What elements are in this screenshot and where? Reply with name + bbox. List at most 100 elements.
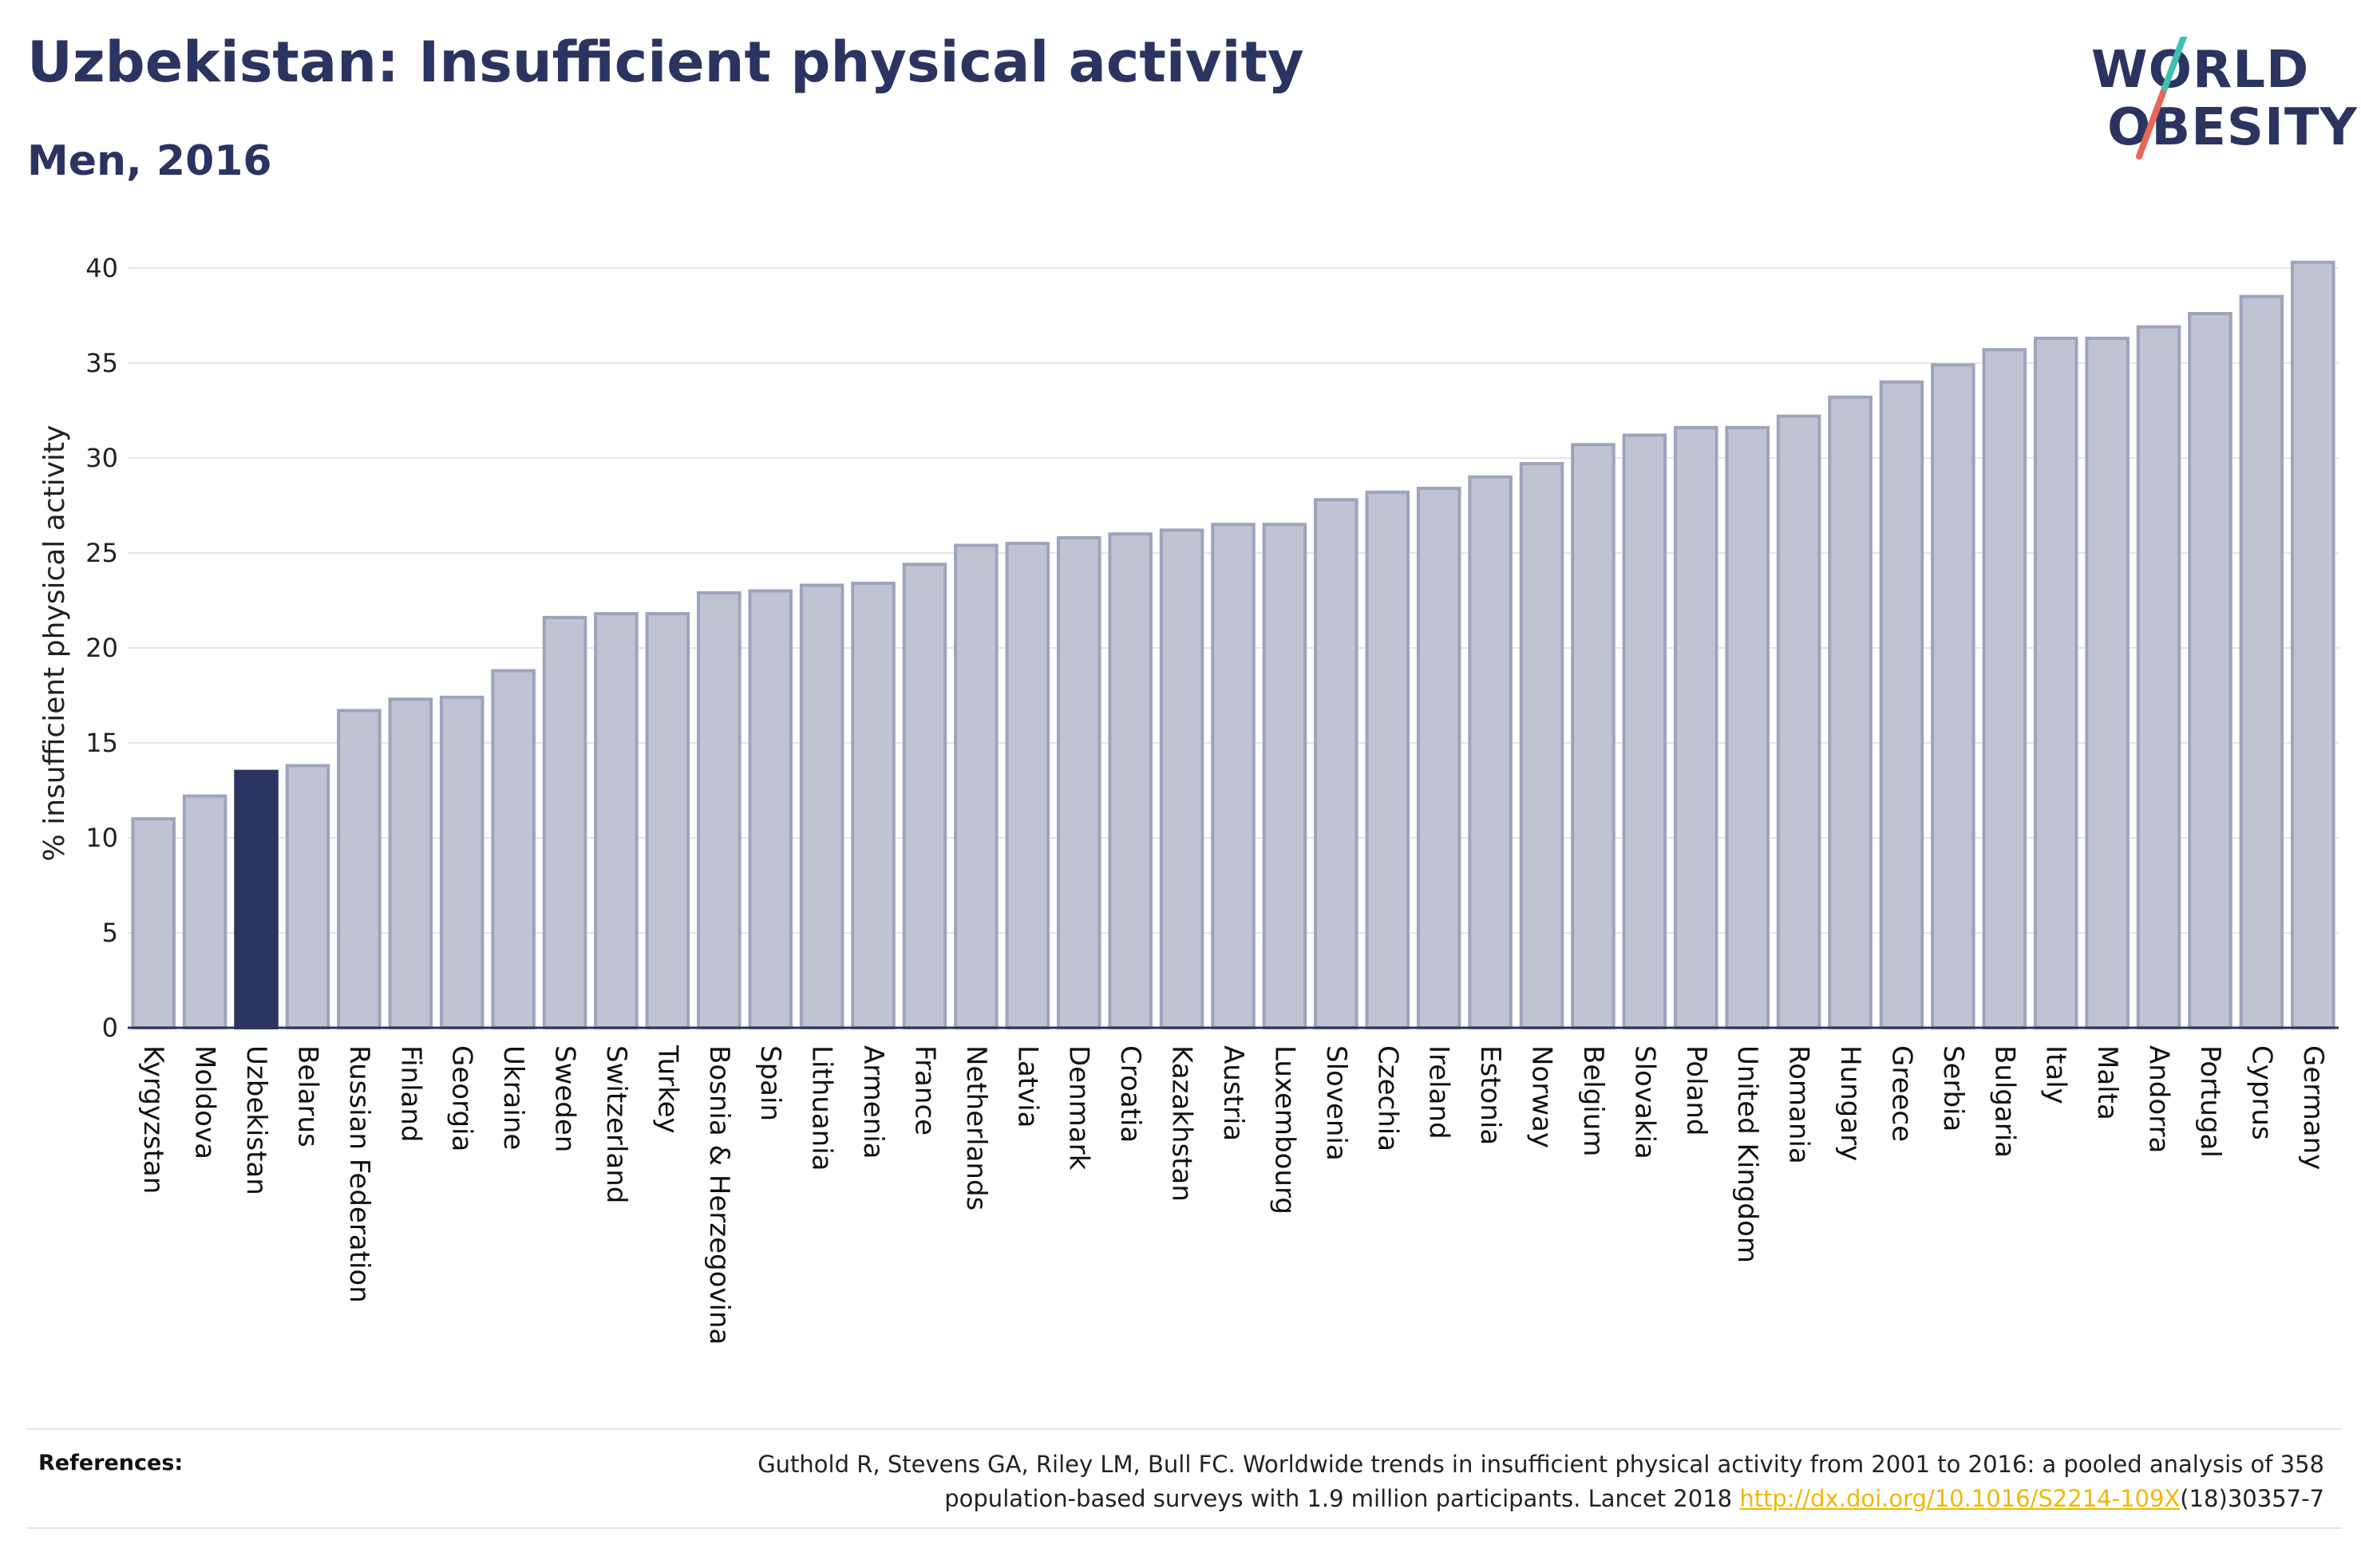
bar: [1674, 425, 1718, 1029]
x-tick-label: Austria: [1217, 1045, 1249, 1141]
reference-doi-link[interactable]: http://dx.doi.org/10.1016/S2214-109X: [1739, 1485, 2181, 1512]
x-tick-label: Germany: [2297, 1045, 2329, 1170]
x-tick-label: Russian Federation: [343, 1045, 375, 1303]
x-tick-label: Spain: [754, 1045, 786, 1121]
bar: [1211, 523, 1256, 1029]
bar: [1982, 348, 2027, 1030]
y-tick-label: 20: [85, 633, 118, 663]
bar: [2136, 325, 2181, 1029]
x-tick-label: Finland: [394, 1045, 426, 1143]
bar: [439, 695, 484, 1029]
bar: [1571, 443, 1616, 1029]
world-obesity-logo: WORLD OBESITY: [2083, 37, 2357, 172]
bar: [2033, 336, 2078, 1029]
page-title: Uzbekistan: Insufficient physical activi…: [27, 30, 1304, 95]
x-tick-label: Switzerland: [600, 1045, 632, 1203]
bar: [1879, 380, 1924, 1029]
bar: [1931, 363, 1975, 1029]
bar: [697, 590, 742, 1029]
x-tick-label: Serbia: [1937, 1045, 1969, 1132]
x-tick-label: Norway: [1526, 1045, 1558, 1148]
x-tick-label: Latvia: [1011, 1045, 1043, 1128]
x-tick-label: Czechia: [1371, 1045, 1403, 1151]
bar: [748, 589, 793, 1029]
x-tick-label: Ukraine: [497, 1045, 529, 1150]
bar: [645, 612, 690, 1029]
x-tick-label: Malta: [2091, 1045, 2123, 1120]
logo-word-world: WORLD: [2091, 41, 2310, 100]
y-tick-label: 10: [85, 823, 118, 853]
x-tick-label: Cyprus: [2245, 1045, 2277, 1140]
bar: [1005, 542, 1050, 1029]
y-tick-label: 30: [85, 443, 118, 473]
reference-line-2: population-based surveys with 1.9 millio…: [488, 1482, 2324, 1516]
bar: [799, 583, 844, 1029]
bar: [1725, 425, 1770, 1029]
references-top-divider: [27, 1428, 2342, 1430]
reference-line-2-suffix: (18)30357-7: [2180, 1485, 2324, 1512]
x-tick-label: France: [908, 1045, 940, 1136]
x-tick-label: Belarus: [291, 1045, 323, 1147]
bar: [954, 543, 999, 1029]
y-axis-title: % insufficient physical activity: [38, 425, 71, 862]
x-tick-label: Slovakia: [1628, 1045, 1660, 1159]
bar: [2291, 260, 2335, 1029]
bar: [542, 615, 587, 1029]
x-tick-label: Bosnia & Herzegovina: [703, 1045, 735, 1345]
bar: [234, 769, 279, 1030]
page-subtitle: Men, 2016: [27, 137, 272, 185]
bar: [2085, 336, 2130, 1029]
bar: [131, 817, 176, 1029]
bar: [594, 612, 639, 1029]
x-tick-label: Portugal: [2194, 1045, 2226, 1158]
x-tick-label: Armenia: [857, 1045, 889, 1159]
bar: [2239, 294, 2284, 1030]
y-tick-label: 25: [85, 538, 118, 568]
reference-line-2-prefix: population-based surveys with 1.9 millio…: [944, 1485, 1740, 1512]
references-text: Guthold R, Stevens GA, Riley LM, Bull FC…: [488, 1448, 2324, 1516]
y-tick-label: 35: [85, 348, 118, 378]
x-tick-label: Uzbekistan: [240, 1045, 272, 1195]
bar: [285, 764, 330, 1029]
x-tick-label: Sweden: [549, 1045, 581, 1152]
bar: [1365, 490, 1410, 1029]
bar: [902, 563, 947, 1029]
x-tick-label: Belgium: [1577, 1045, 1609, 1156]
x-tick-label: Italy: [2040, 1045, 2072, 1104]
x-tick-label: Turkey: [651, 1045, 683, 1134]
x-tick-label: Lithuania: [806, 1045, 838, 1171]
bar: [388, 697, 433, 1029]
bar: [1519, 462, 1564, 1029]
bar: [1314, 498, 1358, 1029]
logo-slash-icon: [2136, 37, 2187, 160]
x-tick-label: Netherlands: [960, 1045, 992, 1211]
references-label: References:: [38, 1451, 184, 1475]
x-tick-label: Denmark: [1063, 1045, 1095, 1171]
bar: [1416, 487, 1461, 1029]
x-tick-label: Greece: [1885, 1045, 1917, 1142]
x-tick-label: Luxembourg: [1268, 1045, 1300, 1215]
bar: [182, 794, 227, 1029]
bar: [851, 582, 896, 1029]
bar: [1056, 535, 1101, 1029]
bar: [1622, 433, 1667, 1029]
reference-line-1: Guthold R, Stevens GA, Riley LM, Bull FC…: [757, 1451, 2324, 1478]
bar-chart: 0 5 10 15 20 25 30 35 40 % insufficient physical …: [38, 253, 2339, 1345]
y-tick-label: 15: [85, 728, 118, 758]
x-tick-label: Kyrgyzstan: [137, 1045, 169, 1194]
bar: [491, 669, 536, 1029]
bar: [1828, 395, 1873, 1030]
x-tick-label: Poland: [1680, 1045, 1712, 1136]
bar: [1262, 523, 1307, 1029]
bar: [1468, 475, 1513, 1029]
bar: [1108, 532, 1153, 1029]
x-tick-label: Croatia: [1114, 1045, 1146, 1143]
bar: [1159, 528, 1204, 1029]
x-tick-label: Bulgaria: [1988, 1045, 2020, 1158]
x-tick-label: Kazakhstan: [1166, 1045, 1198, 1202]
x-tick-label: Estonia: [1474, 1045, 1506, 1145]
x-tick-label: United Kingdom: [1731, 1045, 1763, 1263]
bar: [1776, 414, 1821, 1029]
bar: [337, 709, 382, 1029]
references-bottom-divider: [27, 1527, 2342, 1529]
